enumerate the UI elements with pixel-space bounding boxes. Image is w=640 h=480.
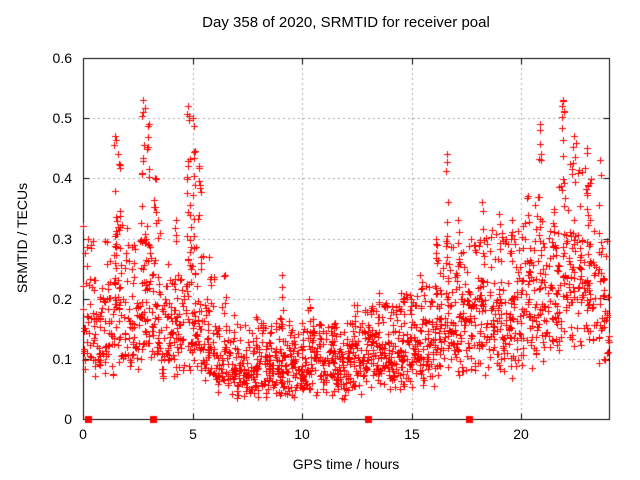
chart-title: Day 358 of 2020, SRMTID for receiver poa… bbox=[202, 14, 490, 31]
y-tick-label: 0.1 bbox=[52, 351, 72, 367]
x-tick-label: 0 bbox=[79, 426, 87, 442]
y-tick-label: 0.6 bbox=[52, 50, 72, 66]
y-tick-label: 0.4 bbox=[52, 170, 72, 186]
y-tick-label: 0.3 bbox=[52, 231, 72, 247]
x-tick-label: 10 bbox=[294, 426, 310, 442]
y-tick-label: 0.5 bbox=[52, 110, 72, 126]
x-tick-label: 15 bbox=[404, 426, 420, 442]
x-tick-label: 20 bbox=[513, 426, 529, 442]
x-tick-label: 5 bbox=[189, 426, 197, 442]
y-tick-label: 0.2 bbox=[52, 291, 72, 307]
x-axis-label: GPS time / hours bbox=[292, 456, 400, 472]
y-tick-label: 0 bbox=[64, 411, 72, 427]
